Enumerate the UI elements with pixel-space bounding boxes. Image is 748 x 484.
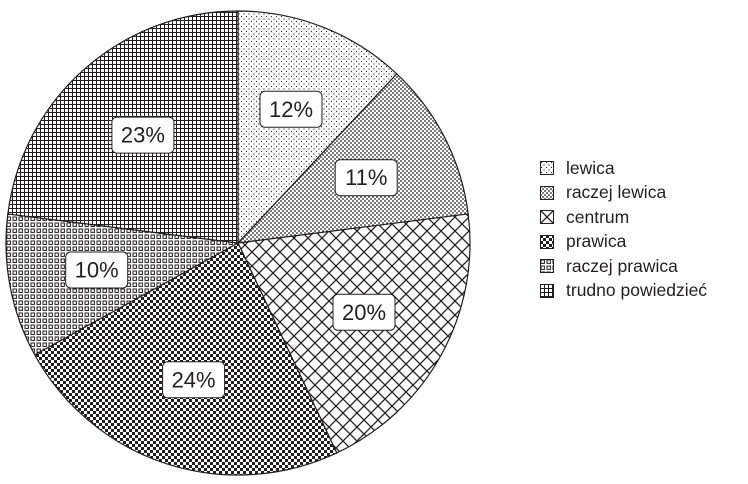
data-label-lewica: 12%	[259, 90, 323, 128]
legend-item-raczej-prawica: raczej prawica	[540, 254, 707, 279]
data-label-text: 12%	[269, 97, 313, 122]
legend-label: lewica	[566, 157, 615, 178]
legend-swatch	[540, 234, 554, 249]
data-label-box	[65, 251, 129, 289]
pie-slices	[5, 10, 471, 476]
legend-item-trudno-powiedzie: trudno powiedzieć	[540, 279, 707, 304]
legend-item-raczej-lewica: raczej lewica	[540, 181, 707, 206]
legend-label: prawica	[566, 231, 627, 252]
data-label-raczej-lewica: 11%	[334, 159, 398, 197]
data-label-prawica: 24%	[162, 361, 226, 399]
chart-legend: lewica raczej lewica centrum prawica raczej …	[540, 156, 707, 303]
data-label-text: 24%	[172, 367, 216, 392]
legend-label: raczej lewica	[566, 182, 667, 203]
data-label-text: 10%	[75, 258, 119, 283]
legend-swatch	[540, 185, 554, 200]
data-label-box	[111, 116, 175, 154]
data-label-trudno-powiedzie: 23%	[111, 116, 175, 154]
data-label-text: 11%	[345, 165, 387, 190]
data-label-text: 23%	[121, 123, 165, 148]
data-label-text: 20%	[342, 300, 386, 325]
legend-swatch	[540, 210, 554, 225]
data-label-box	[334, 159, 398, 197]
pie-data-labels: 12% 11% 20% 24% 10% 23%	[65, 90, 398, 399]
pie-slice-centrum	[237, 213, 471, 454]
legend-label: centrum	[566, 206, 630, 227]
legend-label: raczej prawica	[566, 255, 678, 276]
legend-label: trudno powiedzieć	[566, 280, 708, 301]
data-label-box	[162, 361, 226, 399]
legend-item-centrum: centrum	[540, 205, 707, 230]
pie-slice-prawica	[33, 242, 338, 476]
data-label-box	[332, 293, 396, 331]
legend-swatch	[540, 161, 554, 176]
legend-item-prawica: prawica	[540, 230, 707, 255]
legend-swatch	[540, 259, 554, 274]
legend-item-lewica: lewica	[540, 156, 707, 181]
data-label-box	[259, 90, 323, 128]
data-label-centrum: 20%	[332, 293, 396, 331]
pie-slice-raczej-lewica	[236, 73, 469, 244]
data-label-raczej-prawica: 10%	[65, 251, 129, 289]
legend-swatch	[540, 283, 554, 298]
